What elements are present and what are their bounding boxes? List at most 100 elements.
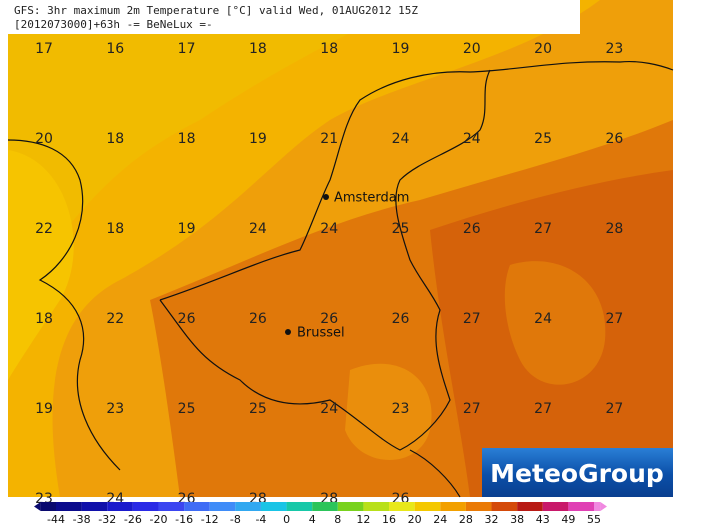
grid-value: 27 bbox=[463, 401, 481, 417]
grid-value: 23 bbox=[106, 401, 124, 417]
grid-value: 18 bbox=[106, 221, 124, 237]
colorbar-segment bbox=[107, 502, 133, 511]
grid-value: 17 bbox=[178, 41, 196, 57]
grid-value: 25 bbox=[249, 401, 267, 417]
grid-value: 25 bbox=[534, 131, 552, 147]
colorbar-segment bbox=[209, 502, 236, 511]
colorbar-segment bbox=[542, 502, 569, 511]
grid-value: 28 bbox=[605, 221, 623, 237]
grid-value: 23 bbox=[392, 401, 410, 417]
grid-value: 26 bbox=[463, 221, 481, 237]
colorbar-segment bbox=[337, 502, 364, 511]
grid-value: 25 bbox=[392, 221, 410, 237]
colorbar-label: 55 bbox=[587, 513, 601, 525]
grid-value: 25 bbox=[178, 401, 196, 417]
colorbar-label: 24 bbox=[433, 513, 447, 525]
colorbar-label: 28 bbox=[459, 513, 473, 525]
grid-value: 24 bbox=[249, 221, 267, 237]
colorbar-label: -38 bbox=[73, 513, 91, 525]
grid-value: 27 bbox=[534, 221, 552, 237]
field-ardennes bbox=[345, 363, 432, 460]
colorbar-segment bbox=[260, 502, 287, 511]
grid-value: 24 bbox=[392, 131, 410, 147]
colorbar-segment bbox=[440, 502, 466, 511]
colorbar-segment bbox=[286, 502, 313, 511]
city-dot bbox=[285, 329, 291, 335]
grid-value: 18 bbox=[178, 131, 196, 147]
grid-value: 20 bbox=[463, 41, 481, 57]
colorbar-label: 16 bbox=[382, 513, 396, 525]
colorbar-segment bbox=[414, 502, 441, 511]
colorbar-label: -16 bbox=[175, 513, 193, 525]
grid-value: 22 bbox=[35, 221, 53, 237]
colorbar-segment bbox=[56, 502, 82, 511]
grid-value: 21 bbox=[320, 131, 338, 147]
grid-value: 19 bbox=[392, 41, 410, 57]
grid-value: 26 bbox=[392, 311, 410, 327]
grid-value: 26 bbox=[178, 311, 196, 327]
colorbar-segment bbox=[81, 502, 108, 511]
border-lines bbox=[159, 69, 491, 451]
field-light bbox=[8, 150, 74, 380]
border-lux bbox=[409, 449, 461, 498]
header-line: GFS: 3hr maximum 2m Temperature [°C] val… bbox=[14, 4, 418, 17]
colorbar-label: 43 bbox=[536, 513, 550, 525]
colorbar-label: -12 bbox=[201, 513, 219, 525]
colorbar-label: 12 bbox=[356, 513, 370, 525]
colorbar-segment bbox=[363, 502, 390, 511]
grid-value: 23 bbox=[605, 41, 623, 57]
colorbar-label: -8 bbox=[230, 513, 241, 525]
grid-value: 24 bbox=[320, 401, 338, 417]
grid-value: 26 bbox=[320, 311, 338, 327]
grid-value: 24 bbox=[534, 311, 552, 327]
colorbar-segment bbox=[568, 502, 594, 511]
colorbar-label: -20 bbox=[149, 513, 167, 525]
colorbar-segment bbox=[312, 502, 338, 511]
colorbar-label: 0 bbox=[283, 513, 290, 525]
colorbar-segment bbox=[158, 502, 185, 511]
grid-value: 27 bbox=[463, 311, 481, 327]
colorbar-segment bbox=[594, 502, 601, 511]
colorbar-segment bbox=[517, 502, 543, 511]
grid-value: 18 bbox=[35, 311, 53, 327]
grid-value: 27 bbox=[534, 401, 552, 417]
grid-value: 24 bbox=[463, 131, 481, 147]
grid-value: 27 bbox=[605, 401, 623, 417]
colorbar-segment bbox=[491, 502, 518, 511]
grid-value: 26 bbox=[249, 311, 267, 327]
colorbar-end bbox=[34, 502, 41, 511]
grid-value: 18 bbox=[249, 41, 267, 57]
colorbar-segment bbox=[40, 502, 56, 511]
grid-value: 26 bbox=[605, 131, 623, 147]
city-dot bbox=[323, 194, 329, 200]
colorbar-label: 32 bbox=[485, 513, 499, 525]
colorbar-label: 20 bbox=[408, 513, 422, 525]
colorbar-segment bbox=[465, 502, 492, 511]
colorbar-segment bbox=[235, 502, 261, 511]
header-box bbox=[8, 0, 580, 34]
grid-value: 18 bbox=[106, 131, 124, 147]
grid-value: 19 bbox=[249, 131, 267, 147]
colorbar-label: 49 bbox=[561, 513, 575, 525]
field-yellow-2 bbox=[8, 0, 420, 280]
colorbar-label: 38 bbox=[510, 513, 524, 525]
grid-value: 20 bbox=[534, 41, 552, 57]
field-pocket bbox=[504, 261, 606, 385]
grid-value: 17 bbox=[35, 41, 53, 57]
city-label: Amsterdam bbox=[334, 191, 409, 206]
colorbar-label: 4 bbox=[309, 513, 316, 525]
city-label: Brussel bbox=[297, 326, 345, 341]
grid-value: 16 bbox=[106, 41, 124, 57]
logo-box bbox=[482, 448, 673, 497]
grid-value: 19 bbox=[178, 221, 196, 237]
colorbar-label: -26 bbox=[124, 513, 142, 525]
grid-value: 18 bbox=[320, 41, 338, 57]
colorbar-segment bbox=[389, 502, 415, 511]
colorbar-end bbox=[600, 502, 607, 511]
grid-value: 27 bbox=[605, 311, 623, 327]
coastline-benelux bbox=[159, 60, 674, 301]
colorbar-segment bbox=[184, 502, 210, 511]
grid-value: 22 bbox=[106, 311, 124, 327]
colorbar-segment bbox=[132, 502, 159, 511]
